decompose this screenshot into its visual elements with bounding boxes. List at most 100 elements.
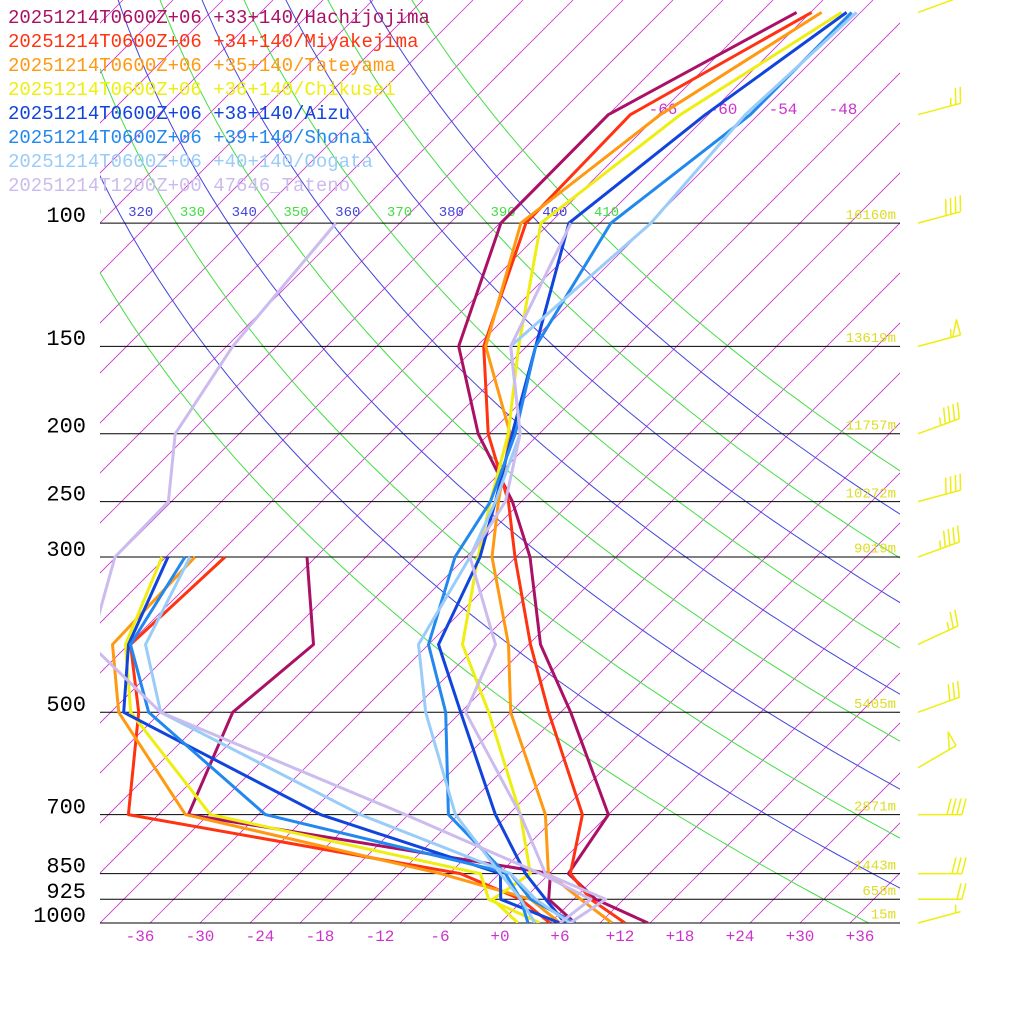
dewpoint-line <box>129 556 576 923</box>
temperature-line <box>482 11 813 923</box>
x-tick-label: -12 <box>366 928 395 946</box>
y-tick-label: 1000 <box>33 904 86 929</box>
wind-barb-stroke <box>917 0 955 14</box>
isotherm <box>100 0 324 224</box>
x-tick-label: +6 <box>550 928 569 946</box>
isotherm <box>799 822 900 923</box>
dry-adiabat <box>100 174 900 889</box>
isotherm <box>849 872 900 923</box>
dewpoint-line <box>100 222 593 923</box>
wind-barb <box>917 904 961 924</box>
y-tick-label: 250 <box>46 482 86 507</box>
dry-adiabat <box>327 0 900 559</box>
x-tick-label: -36 <box>126 928 155 946</box>
isotherm <box>149 172 900 923</box>
isotherm <box>299 322 900 923</box>
wind-barb <box>917 680 961 714</box>
wind-barb <box>917 402 961 435</box>
theta-label: 390 <box>490 205 515 221</box>
wind-barb <box>917 0 955 14</box>
wind-barb-stroke <box>917 319 962 348</box>
wind-barb-stroke <box>917 904 961 924</box>
legend-entry: 20251214T1200Z+00 47646_Tateno <box>8 175 350 197</box>
height-label: 10272m <box>846 486 896 502</box>
isotherm <box>549 572 900 923</box>
legend-entry: 20251214T0600Z+06 +39+140/Shonai <box>8 127 373 149</box>
isotherm <box>349 372 900 923</box>
legend-entry: 20251214T0600Z+06 +36+140/Chikusei <box>8 79 396 101</box>
wind-barb-stroke <box>918 857 967 875</box>
isotherm <box>699 722 900 923</box>
isotherm <box>749 772 900 923</box>
y-tick-label: 850 <box>46 854 86 879</box>
background-lines: 310 320 330 340 350 360 370 380 390 400 410 <box>76 0 1024 923</box>
wind-barb <box>917 883 967 901</box>
isotherm-label: -54 <box>769 101 798 119</box>
wind-barb-stroke <box>917 609 959 646</box>
temperature-line <box>484 11 823 923</box>
isotherm <box>950 0 1024 923</box>
isotherm <box>199 222 900 923</box>
theta-label: 350 <box>283 205 308 221</box>
wind-barb-stroke <box>917 195 962 224</box>
wind-barb <box>917 798 967 816</box>
x-tick-label: -6 <box>430 928 449 946</box>
isotherm <box>100 0 374 274</box>
y-tick-label: 200 <box>46 415 86 440</box>
height-label: 16160m <box>846 208 896 224</box>
x-tick-label: +12 <box>606 928 635 946</box>
isotherm <box>499 522 900 923</box>
height-label: 658m <box>862 884 896 900</box>
y-tick-label: 300 <box>46 538 86 563</box>
isotherm <box>100 0 824 724</box>
dry-adiabat <box>100 67 900 839</box>
height-label: 13619m <box>846 331 896 347</box>
x-tick-label: +36 <box>846 928 875 946</box>
foreground: 100 16160m 150 13619m 200 11757m 250 10272m 300 9… <box>8 0 967 946</box>
y-tick-label: 925 <box>46 880 86 905</box>
wind-barb-stroke <box>917 86 962 116</box>
y-tick-label: 100 <box>46 204 86 229</box>
legend-entry: 20251214T0600Z+06 +40+140/Oogata <box>8 151 373 173</box>
dewpoint-line <box>186 556 577 923</box>
isotherm <box>100 0 674 574</box>
dry-adiabat <box>117 0 900 790</box>
y-tick-label: 500 <box>46 693 86 718</box>
isotherm <box>100 0 574 474</box>
wind-barb-stroke <box>917 525 961 558</box>
dry-adiabat <box>201 0 900 695</box>
isotherm <box>249 272 900 923</box>
theta-label: 340 <box>232 205 257 221</box>
legend-entry: 20251214T0600Z+06 +38+140/Aizu <box>8 103 350 125</box>
x-tick-label: +24 <box>726 928 755 946</box>
isotherm <box>899 922 900 923</box>
wind-barb <box>917 525 961 558</box>
temperature-line <box>457 11 798 923</box>
wind-barb <box>917 195 962 224</box>
x-tick-label: +0 <box>490 928 509 946</box>
wind-barb <box>917 86 962 116</box>
wind-barb <box>917 473 962 503</box>
y-tick-label: 150 <box>46 327 86 352</box>
profiles <box>100 11 858 923</box>
height-label: 11757m <box>846 418 896 434</box>
dry-adiabat <box>243 0 900 649</box>
legend-entry: 20251214T0600Z+06 +33+140/Hachijojima <box>8 7 430 29</box>
isotherm-label: -48 <box>829 101 858 119</box>
wind-barb-stroke <box>917 731 957 769</box>
theta-label: 330 <box>180 205 205 221</box>
temperature-line <box>427 11 853 923</box>
dry-adiabat <box>159 0 900 742</box>
isotherm <box>100 22 900 824</box>
temperature-line <box>437 11 848 923</box>
isotherm <box>100 0 524 424</box>
x-tick-label: -24 <box>246 928 275 946</box>
isotherm <box>100 0 624 524</box>
isotherm <box>100 0 424 324</box>
isotherm <box>399 422 900 923</box>
theta-label: 380 <box>439 205 464 221</box>
theta-label: 310 <box>76 205 101 221</box>
dewpoint-line <box>144 556 571 923</box>
isotherm <box>100 0 274 174</box>
isotherm <box>100 0 874 774</box>
